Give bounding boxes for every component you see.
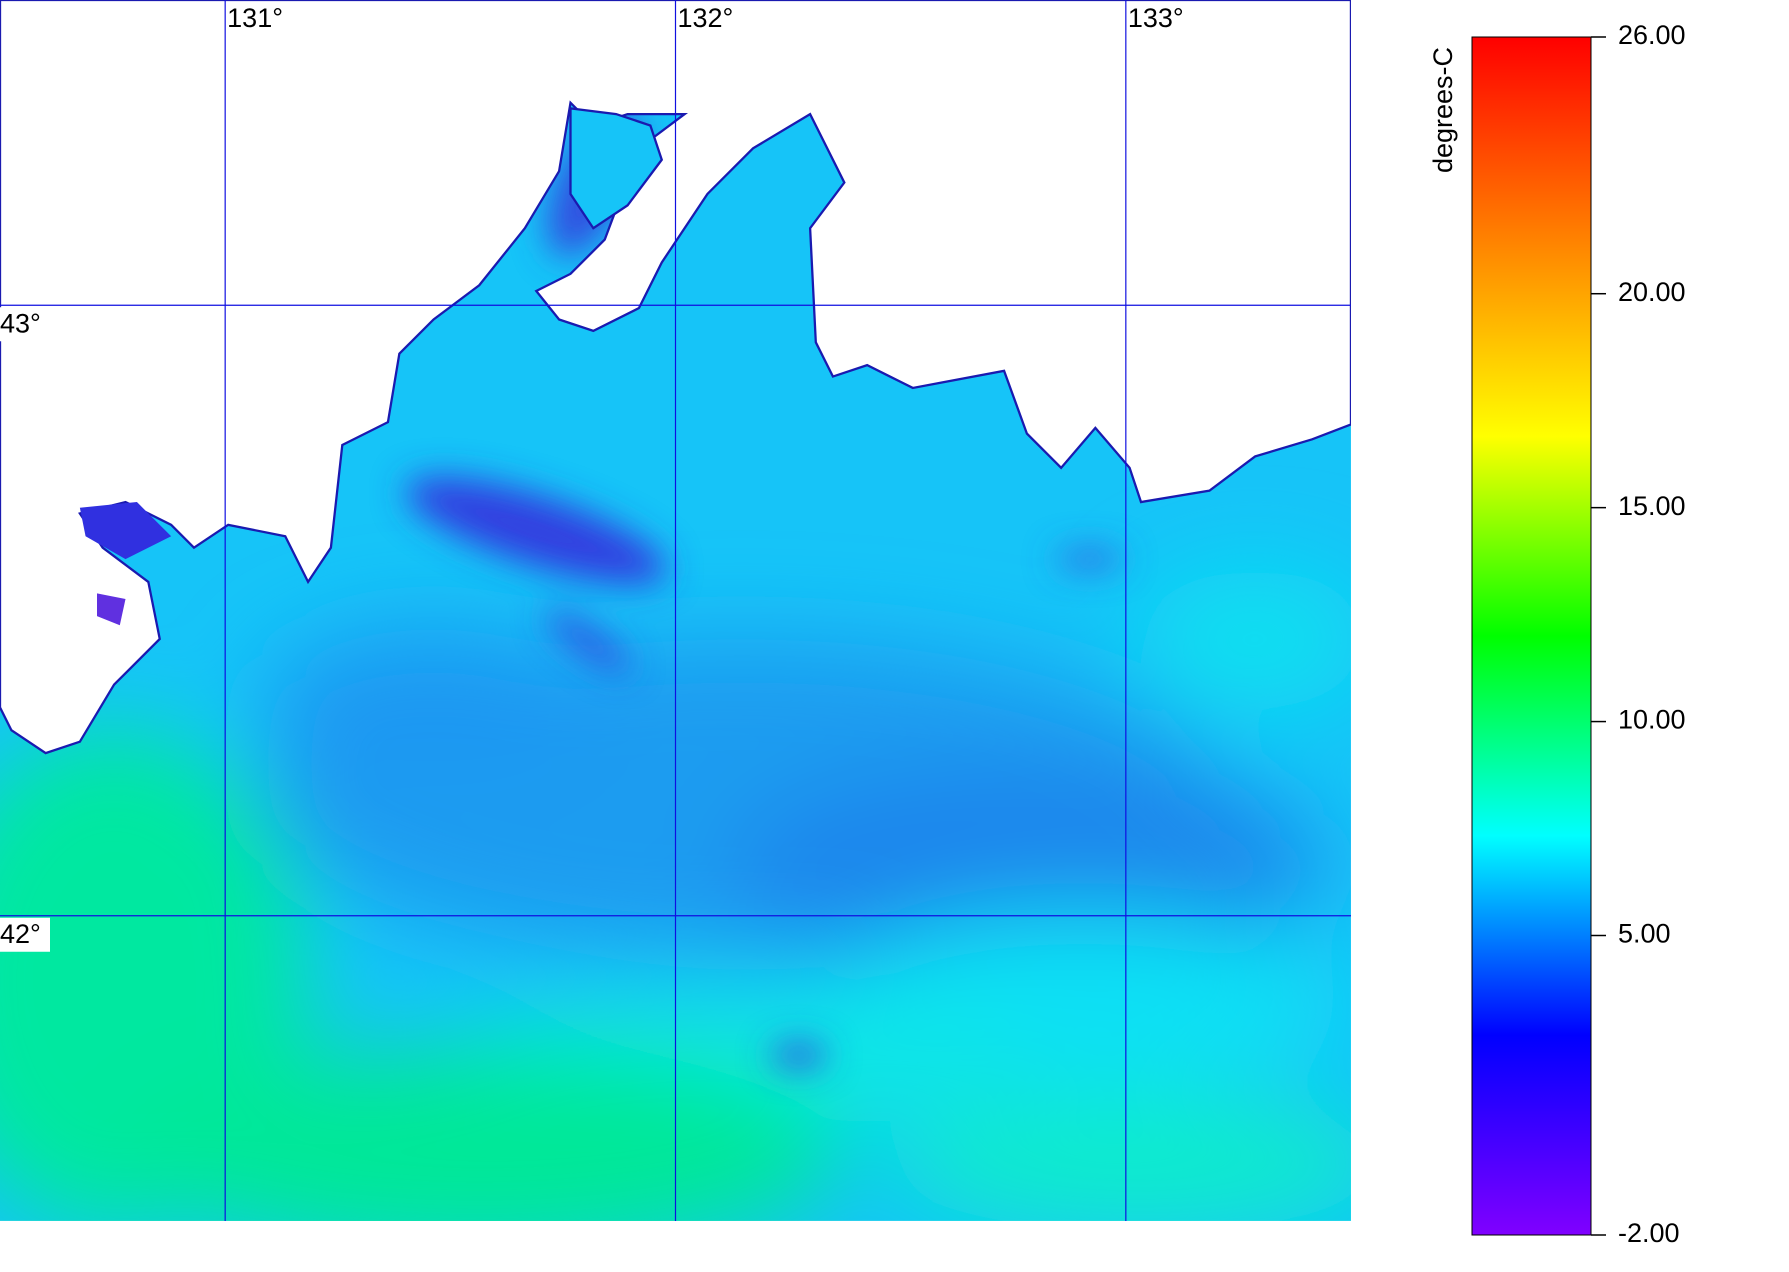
lat-label-bg: [0, 307, 50, 342]
colorbar-tick-label: 10.00: [1618, 705, 1686, 735]
colorbar-tick-label: 26.00: [1618, 20, 1686, 50]
lat-label: 42°: [0, 919, 41, 949]
sst-image: [0, 0, 1351, 1221]
graticule: 131° 132° 133° 43° 42°: [0, 0, 1351, 1221]
colorbar-tick-label: 15.00: [1618, 491, 1686, 521]
colorbar-label: degrees-C: [1428, 47, 1458, 173]
lon-label: 133°: [1128, 3, 1184, 33]
colorbar-tick-label: 20.00: [1618, 277, 1686, 307]
lat-label: 43°: [0, 308, 41, 338]
lon-label: 132°: [678, 3, 734, 33]
colorbar-ramp: [1471, 36, 1592, 1236]
lon-label: 131°: [227, 3, 283, 33]
colorbar-tick-label: 5.00: [1618, 919, 1671, 949]
colorbar: degrees-C 26.00 20.00 15.00 10.00 5.00 -2.00: [1428, 20, 1685, 1248]
lat-label-bg: [0, 917, 50, 952]
colorbar-tick-label: -2.00: [1618, 1218, 1680, 1248]
